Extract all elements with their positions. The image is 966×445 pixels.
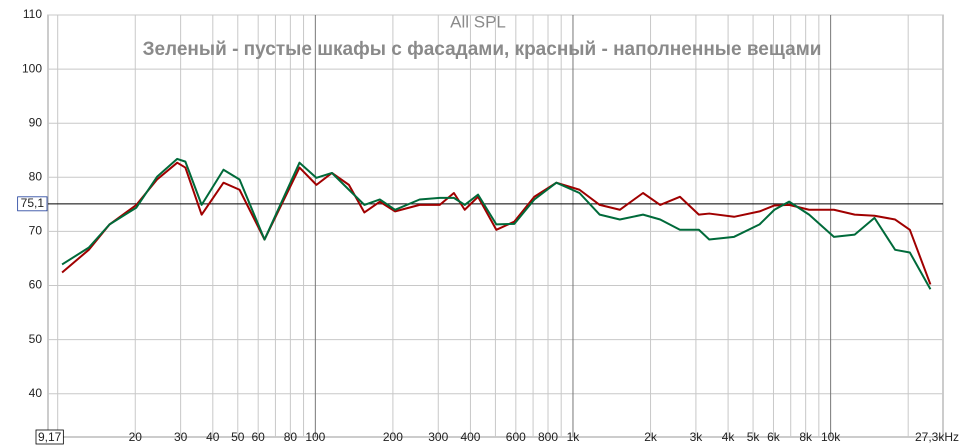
x-tick-label: 3k: [690, 430, 704, 444]
y-tick-label: 80: [29, 169, 43, 183]
x-tick-label: 8k: [799, 430, 813, 444]
x-tick-label: 40: [206, 430, 220, 444]
reference-label: 75,1: [21, 196, 45, 210]
y-tick-label: 50: [29, 332, 43, 346]
y-tick-label: 100: [22, 61, 42, 75]
x-tick-label: 30: [174, 430, 188, 444]
y-tick-label: 70: [29, 224, 43, 238]
x-limit-box: [35, 429, 64, 445]
x-tick-label: 80: [284, 430, 298, 444]
x-tick-label: 6k: [767, 430, 781, 444]
x-tick-label: 5k: [747, 430, 761, 444]
y-tick-label: 110: [23, 7, 42, 21]
chart-title: All SPL: [450, 12, 506, 31]
x-tick-label: 100: [305, 430, 325, 444]
y-tick-label: 40: [29, 386, 43, 400]
x-tick-label: 60: [252, 430, 266, 444]
x-tick-label: 10k: [821, 430, 841, 444]
x-tick-label: 20: [129, 430, 143, 444]
x-tick-label: 27,3kHz: [915, 430, 959, 444]
chart-subtitle: Зеленый - пустые шкафы с фасадами, красн…: [143, 39, 822, 60]
y-tick-label: 60: [29, 278, 43, 292]
x-tick-label: 4k: [722, 430, 736, 444]
x-tick-label: 2k: [644, 430, 658, 444]
x-tick-label: 200: [383, 430, 403, 444]
reference-box: [17, 196, 48, 212]
x-tick-label: 50: [231, 430, 245, 444]
x-tick-label: 9,17: [38, 430, 62, 444]
line-series: [61, 157, 932, 290]
y-tick-label: 90: [29, 115, 43, 129]
x-tick-label: 1k: [567, 430, 581, 444]
x-tick-label: 600: [506, 430, 526, 444]
x-tick-label: 800: [538, 430, 558, 444]
x-tick-label: 400: [460, 430, 480, 444]
x-tick-label: 300: [428, 430, 448, 444]
